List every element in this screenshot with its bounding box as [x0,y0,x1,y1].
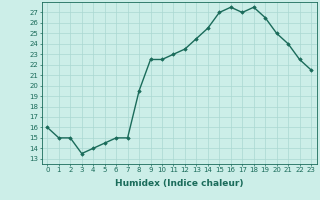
X-axis label: Humidex (Indice chaleur): Humidex (Indice chaleur) [115,179,244,188]
